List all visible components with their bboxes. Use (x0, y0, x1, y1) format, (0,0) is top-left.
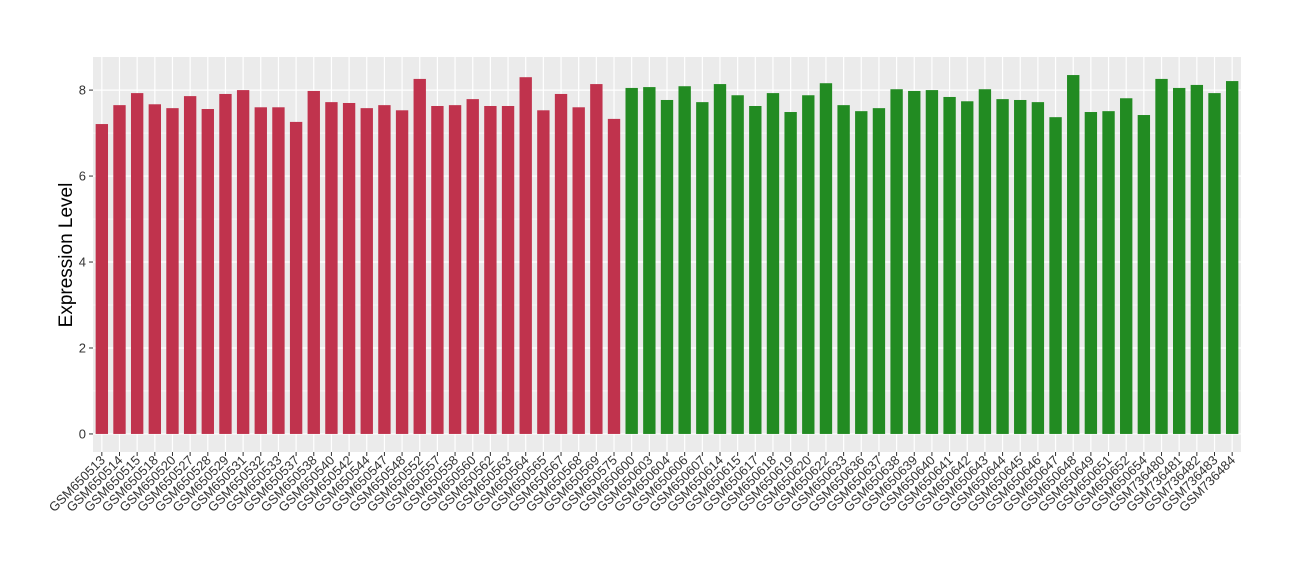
bar (448, 105, 462, 434)
bar (678, 86, 691, 434)
bar (1049, 117, 1062, 434)
bar (431, 105, 444, 434)
bar (819, 83, 833, 434)
bar (325, 102, 338, 434)
bar (201, 109, 214, 434)
bar (342, 102, 356, 434)
bar (183, 96, 197, 434)
bar (166, 108, 179, 434)
bar (413, 78, 426, 434)
bar (943, 96, 956, 434)
bar (537, 110, 550, 434)
bar (643, 87, 656, 434)
bar (996, 99, 1009, 434)
bar (872, 108, 886, 434)
bar (360, 108, 373, 434)
bar (625, 87, 638, 434)
bar (802, 95, 815, 434)
bar (766, 93, 780, 434)
bar (148, 104, 161, 434)
bar (961, 101, 974, 434)
bar (1137, 115, 1151, 434)
bar (696, 102, 709, 434)
bar (1155, 78, 1168, 434)
bar (978, 89, 992, 434)
bar (554, 93, 568, 434)
bar (236, 90, 250, 434)
bar (1031, 102, 1045, 434)
bar (908, 90, 921, 434)
bar (395, 110, 409, 434)
bar (130, 93, 144, 434)
bar (289, 121, 303, 434)
bar (1014, 99, 1027, 434)
bar (590, 84, 603, 434)
bar (607, 118, 621, 434)
bar (1190, 84, 1204, 434)
bar (784, 112, 797, 434)
bar (519, 77, 532, 434)
bar (272, 107, 285, 434)
bar (254, 107, 267, 434)
bar (731, 95, 744, 434)
bar (925, 90, 939, 434)
bar (1173, 87, 1186, 434)
bar (713, 84, 727, 434)
bar (378, 105, 391, 434)
bar (1225, 81, 1239, 434)
y-tick-label: 0 (79, 426, 86, 441)
bar (501, 105, 515, 434)
bar (307, 90, 320, 434)
y-tick-label: 2 (79, 340, 86, 355)
bar (749, 105, 762, 434)
bar (837, 105, 850, 434)
bar (1067, 75, 1080, 434)
y-tick-label: 4 (79, 255, 86, 270)
bar (1102, 111, 1115, 434)
bar (466, 99, 479, 434)
bar (572, 107, 585, 434)
y-axis-label: Expression Level (56, 183, 77, 328)
bar (1120, 98, 1133, 434)
y-tick-label: 8 (79, 83, 86, 98)
bar (484, 105, 497, 434)
y-tick-label: 6 (79, 169, 86, 184)
bar (855, 111, 868, 434)
bar (890, 89, 903, 434)
bar (113, 105, 126, 434)
bar (1084, 112, 1098, 434)
bar (1208, 93, 1221, 434)
bar (660, 99, 674, 434)
bar (95, 124, 109, 434)
bar (219, 93, 232, 434)
